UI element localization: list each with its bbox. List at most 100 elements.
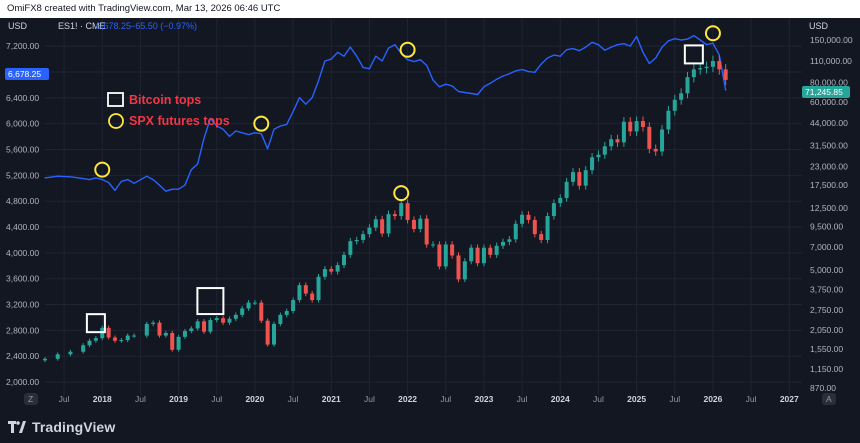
candle-body bbox=[81, 345, 86, 352]
candle-body bbox=[272, 323, 277, 345]
btc-point bbox=[324, 60, 326, 62]
btc-point bbox=[311, 96, 313, 99]
btc-point bbox=[222, 128, 224, 130]
tradingview-logo[interactable]: TradingView bbox=[8, 419, 115, 435]
right-tick-label: 3,750.00 bbox=[810, 284, 843, 294]
btc-point bbox=[648, 62, 650, 65]
candle-body bbox=[456, 255, 461, 280]
btc-point bbox=[279, 125, 281, 127]
auto-scale-badge[interactable] bbox=[822, 393, 836, 405]
btc-point bbox=[108, 181, 110, 184]
candle-body bbox=[43, 358, 47, 361]
left-tick-label: 6,400.00 bbox=[6, 93, 39, 103]
candle-body bbox=[265, 320, 270, 345]
candle-body bbox=[443, 244, 448, 267]
candle-body bbox=[596, 154, 601, 158]
candle-body bbox=[666, 110, 671, 130]
btc-point bbox=[273, 128, 275, 130]
candle-body bbox=[157, 322, 162, 336]
top-markers bbox=[85, 25, 721, 334]
candle-body bbox=[284, 311, 289, 315]
btc-point bbox=[95, 177, 97, 179]
plot-area[interactable] bbox=[45, 18, 802, 395]
btc-point bbox=[699, 39, 701, 41]
btc-point bbox=[101, 179, 103, 181]
btc-point bbox=[604, 49, 606, 51]
btc-point bbox=[559, 55, 561, 57]
right-price-axis: 150,000.00 110,000.00 80,000.00 60,000.00 44… bbox=[810, 35, 853, 393]
bitcoin-tops-label: Bitcoin tops bbox=[129, 93, 201, 107]
candle-body bbox=[182, 331, 187, 337]
symbol-label[interactable]: ES1! · CME bbox=[58, 21, 106, 31]
candle-body bbox=[189, 328, 194, 332]
candle-body bbox=[335, 265, 340, 272]
candle-body bbox=[259, 302, 264, 321]
candle-body bbox=[418, 218, 423, 229]
candle-body bbox=[634, 121, 639, 132]
time-tick-label: Jul bbox=[59, 394, 70, 404]
bitcoin-top-marker bbox=[683, 44, 704, 65]
right-tick-label: 870.00 bbox=[810, 383, 836, 393]
chart-canvas[interactable]: USD ES1! · CME 6,678.25 −65.50 (−0.97%) … bbox=[0, 18, 860, 411]
candle-body bbox=[450, 244, 455, 256]
currency-left: USD bbox=[8, 21, 28, 31]
btc-point bbox=[254, 132, 256, 134]
candle-body bbox=[520, 214, 525, 224]
candle-body bbox=[119, 340, 124, 342]
btc-point bbox=[534, 71, 536, 73]
candle-body bbox=[202, 321, 207, 332]
time-tick-label: Jul bbox=[746, 394, 757, 404]
btc-point bbox=[133, 182, 135, 184]
btc-point bbox=[496, 78, 498, 80]
candle-body bbox=[227, 318, 232, 323]
btc-point bbox=[305, 103, 307, 105]
time-tick-label: 2025 bbox=[627, 394, 646, 404]
candle-body bbox=[221, 318, 226, 323]
candle-body bbox=[602, 146, 607, 155]
candle-body bbox=[723, 69, 728, 80]
right-tick-label: 12,500.00 bbox=[810, 203, 848, 213]
left-tick-label: 2,800.00 bbox=[6, 325, 39, 335]
btc-point bbox=[521, 68, 523, 71]
left-tick-label: 3,600.00 bbox=[6, 274, 39, 284]
candle-body bbox=[297, 285, 302, 301]
candle-body bbox=[380, 219, 385, 234]
candle-body bbox=[170, 332, 175, 350]
time-tick-label: Jul bbox=[440, 394, 451, 404]
candle-body bbox=[93, 338, 98, 341]
btc-point bbox=[591, 41, 593, 43]
candle-body bbox=[176, 336, 181, 350]
bitcoin-tops-legend-square bbox=[107, 92, 124, 107]
candle-body bbox=[151, 322, 156, 324]
left-scale-badge[interactable] bbox=[24, 393, 38, 405]
btc-point bbox=[419, 59, 421, 61]
btc-point bbox=[247, 133, 250, 136]
candle-body bbox=[628, 121, 633, 132]
btc-point bbox=[362, 66, 364, 68]
btc-point bbox=[298, 96, 301, 99]
time-tick-label: Jul bbox=[517, 394, 528, 404]
candle-body bbox=[329, 269, 334, 272]
left-tick-label: 5,200.00 bbox=[6, 170, 39, 180]
btc-point bbox=[674, 38, 676, 40]
right-tick-label: 2,050.00 bbox=[810, 325, 843, 335]
btc-point bbox=[566, 49, 568, 51]
right-tick-label: 60,000.00 bbox=[810, 97, 848, 107]
btc-point bbox=[661, 46, 663, 48]
candle-body bbox=[501, 241, 506, 246]
time-tick-label: 2021 bbox=[322, 394, 341, 404]
btc-point bbox=[636, 35, 638, 38]
btc-point bbox=[286, 123, 288, 126]
candle-body bbox=[558, 197, 563, 204]
btc-point bbox=[292, 110, 294, 113]
btc-point bbox=[705, 44, 708, 46]
candle-body bbox=[405, 203, 410, 220]
btc-point bbox=[190, 169, 192, 171]
candle-body bbox=[214, 318, 219, 321]
right-tick-label: 31,500.00 bbox=[810, 140, 848, 150]
attribution-text: OmiFX8 created with TradingView.com, Mar… bbox=[7, 3, 281, 14]
btc-point bbox=[527, 70, 530, 73]
candle-body bbox=[354, 239, 359, 242]
btc-point bbox=[209, 117, 211, 120]
candle-body bbox=[144, 323, 149, 336]
